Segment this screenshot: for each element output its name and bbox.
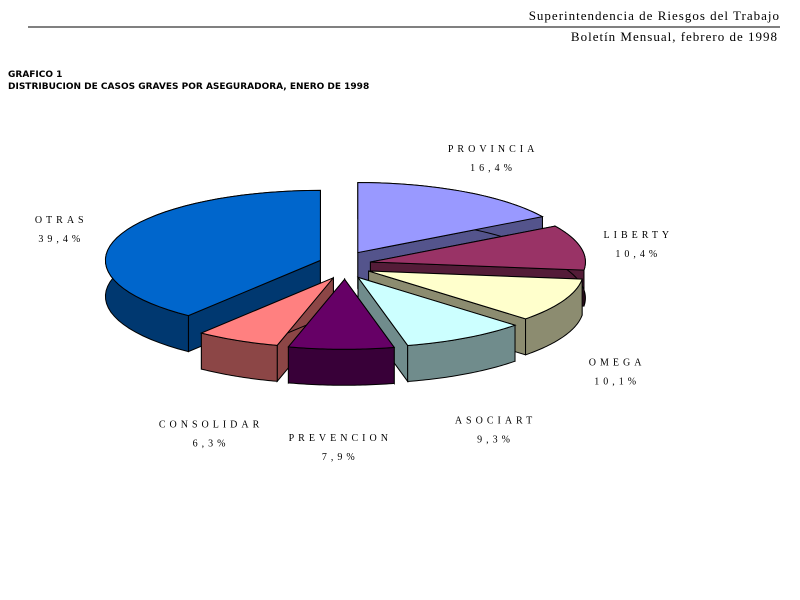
slice-label: ASOCIART: [455, 415, 536, 426]
slice-value-label: 9,3%: [477, 434, 514, 445]
slice: [368, 270, 583, 320]
issue: Boletín Mensual, febrero de 1998: [571, 29, 778, 44]
slice-label: LIBERTY: [604, 230, 674, 241]
pie: PROVINCIA 16,4% LIBERTY 10,4% OMEGA 10,1% ASOC…: [35, 144, 674, 463]
slice: [287, 278, 396, 350]
slice-label: PREVENCION: [289, 433, 392, 444]
slice-value-label: 16,4%: [470, 163, 516, 174]
slice-label: CONSOLIDAR: [159, 419, 263, 430]
slice: [356, 276, 517, 346]
slice-value-label: 7,9%: [322, 452, 359, 463]
slice-label: OMEGA: [589, 358, 646, 369]
slice-label: PROVINCIA: [448, 144, 538, 155]
chart-title: GRAFICO 1: [8, 70, 62, 80]
slice: [199, 277, 334, 346]
slice: [104, 189, 321, 317]
slice: [370, 225, 586, 271]
org-name: Superintendencia de Riesgos del Trabajo: [529, 8, 780, 23]
slice: [357, 182, 544, 254]
slice-outer-wall: [287, 346, 395, 386]
slice-value-label: 10,1%: [594, 377, 640, 388]
slice-value-label: 10,4%: [615, 249, 661, 260]
slice-label: OTRAS: [35, 215, 88, 226]
slice-value-label: 39,4%: [38, 234, 84, 245]
slice-value-label: 6,3%: [193, 438, 230, 449]
chart-subtitle: DISTRIBUCION DE CASOS GRAVES POR ASEGURA…: [8, 82, 369, 92]
